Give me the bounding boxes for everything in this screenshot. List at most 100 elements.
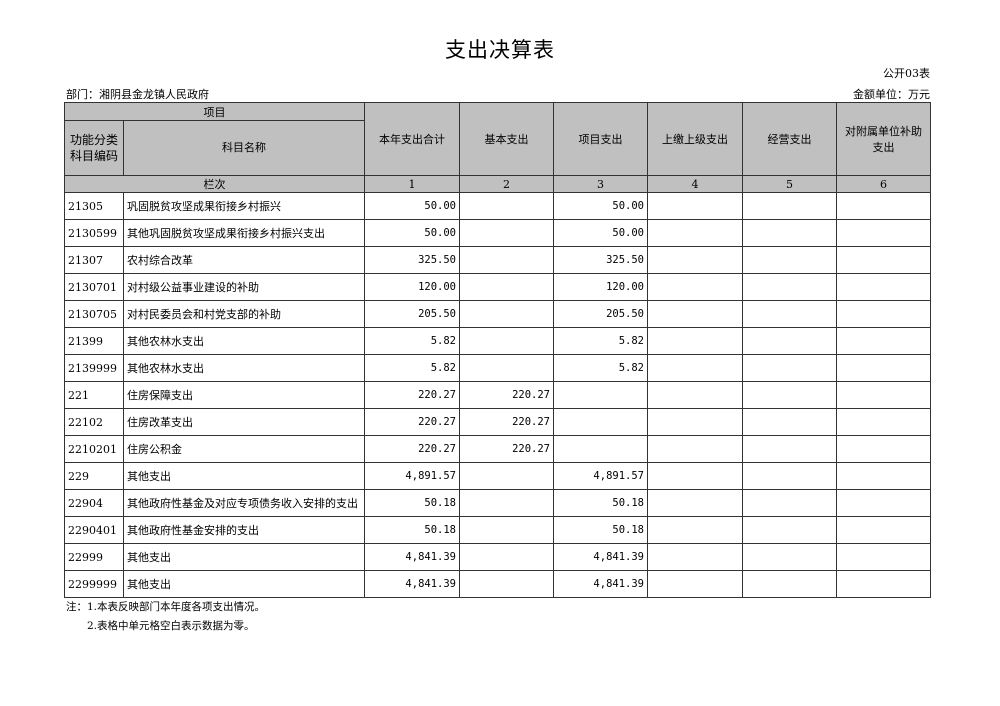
subject-name: 其他巩固脱贫攻坚成果衔接乡村振兴支出	[123, 219, 365, 247]
value-col-6	[836, 354, 931, 382]
value-col-5	[742, 381, 837, 409]
value-col-1: 5.82	[364, 354, 460, 382]
value-col-6	[836, 381, 931, 409]
note-2: 2.表格中单元格空白表示数据为零。	[66, 620, 255, 632]
table-row: 21399 其他农林水支出 5.82 5.82	[64, 327, 931, 355]
value-col-2	[459, 192, 554, 220]
value-col-4	[647, 489, 743, 517]
value-col-5	[742, 300, 837, 328]
subject-name: 其他支出	[123, 543, 365, 571]
value-col-6	[836, 516, 931, 544]
value-col-2	[459, 354, 554, 382]
col-number: 2	[459, 175, 554, 193]
value-col-3: 4,841.39	[553, 570, 648, 598]
value-col-5	[742, 543, 837, 571]
table-row: 2210201 住房公积金 220.27 220.27	[64, 435, 931, 463]
value-col-5	[742, 246, 837, 274]
value-col-6	[836, 435, 931, 463]
value-col-6	[836, 489, 931, 517]
value-col-3: 5.82	[553, 327, 648, 355]
subject-code: 2130701	[64, 273, 124, 301]
header-col-4: 上缴上级支出	[647, 102, 743, 176]
value-col-4	[647, 462, 743, 490]
value-col-2	[459, 273, 554, 301]
value-col-4	[647, 516, 743, 544]
subject-name: 住房改革支出	[123, 408, 365, 436]
table-row: 2139999 其他农林水支出 5.82 5.82	[64, 354, 931, 382]
col-number: 5	[742, 175, 837, 193]
value-col-5	[742, 570, 837, 598]
subject-code: 22904	[64, 489, 124, 517]
value-col-3: 5.82	[553, 354, 648, 382]
table-row: 221 住房保障支出 220.27 220.27	[64, 381, 931, 409]
page-title: 支出决算表	[445, 38, 555, 62]
value-col-2	[459, 489, 554, 517]
value-col-3	[553, 408, 648, 436]
subject-code: 22102	[64, 408, 124, 436]
header-col-3: 项目支出	[553, 102, 648, 176]
value-col-3: 205.50	[553, 300, 648, 328]
subject-code: 2299999	[64, 570, 124, 598]
subject-code: 2210201	[64, 435, 124, 463]
table-number: 公开03表	[883, 67, 930, 80]
value-col-4	[647, 543, 743, 571]
subject-name: 巩固脱贫攻坚成果衔接乡村振兴	[123, 192, 365, 220]
subject-name: 其他支出	[123, 462, 365, 490]
subject-name: 对村级公益事业建设的补助	[123, 273, 365, 301]
value-col-5	[742, 462, 837, 490]
value-col-3: 50.18	[553, 489, 648, 517]
subject-code: 2130705	[64, 300, 124, 328]
subject-code: 2130599	[64, 219, 124, 247]
value-col-5	[742, 219, 837, 247]
value-col-1: 50.18	[364, 489, 460, 517]
value-col-2	[459, 516, 554, 544]
value-col-6	[836, 219, 931, 247]
value-col-6	[836, 543, 931, 571]
col-number: 1	[364, 175, 460, 193]
table-row: 22999 其他支出 4,841.39 4,841.39	[64, 543, 931, 571]
value-col-1: 4,891.57	[364, 462, 460, 490]
value-col-4	[647, 273, 743, 301]
subject-code: 229	[64, 462, 124, 490]
subject-code: 2290401	[64, 516, 124, 544]
subject-name: 其他支出	[123, 570, 365, 598]
subject-name: 住房保障支出	[123, 381, 365, 409]
col-number: 4	[647, 175, 743, 193]
value-col-1: 205.50	[364, 300, 460, 328]
value-col-2: 220.27	[459, 381, 554, 409]
value-col-2	[459, 246, 554, 274]
header-col-2: 基本支出	[459, 102, 554, 176]
table-row: 21307 农村综合改革 325.50 325.50	[64, 246, 931, 274]
value-col-4	[647, 570, 743, 598]
subject-name: 其他农林水支出	[123, 327, 365, 355]
value-col-3: 50.00	[553, 192, 648, 220]
value-col-4	[647, 381, 743, 409]
value-col-3	[553, 381, 648, 409]
header-col-1: 本年支出合计	[364, 102, 460, 176]
value-col-4	[647, 192, 743, 220]
value-col-1: 50.00	[364, 192, 460, 220]
table-row: 2130701 对村级公益事业建设的补助 120.00 120.00	[64, 273, 931, 301]
table-row: 2130705 对村民委员会和村党支部的补助 205.50 205.50	[64, 300, 931, 328]
value-col-5	[742, 489, 837, 517]
value-col-5	[742, 408, 837, 436]
subject-name: 其他政府性基金及对应专项债务收入安排的支出	[123, 489, 365, 517]
value-col-2	[459, 219, 554, 247]
value-col-6	[836, 408, 931, 436]
value-col-3: 50.00	[553, 219, 648, 247]
value-col-2	[459, 570, 554, 598]
value-col-6	[836, 300, 931, 328]
value-col-5	[742, 435, 837, 463]
value-col-5	[742, 327, 837, 355]
value-col-4	[647, 354, 743, 382]
header-col-6: 对附属单位补助支出	[836, 102, 931, 176]
subject-code: 221	[64, 381, 124, 409]
value-col-6	[836, 462, 931, 490]
value-col-1: 50.00	[364, 219, 460, 247]
header-code: 功能分类科目编码	[64, 120, 124, 176]
table-row: 22102 住房改革支出 220.27 220.27	[64, 408, 931, 436]
value-col-3: 4,891.57	[553, 462, 648, 490]
value-col-2	[459, 327, 554, 355]
col-number: 6	[836, 175, 931, 193]
subject-name: 对村民委员会和村党支部的补助	[123, 300, 365, 328]
